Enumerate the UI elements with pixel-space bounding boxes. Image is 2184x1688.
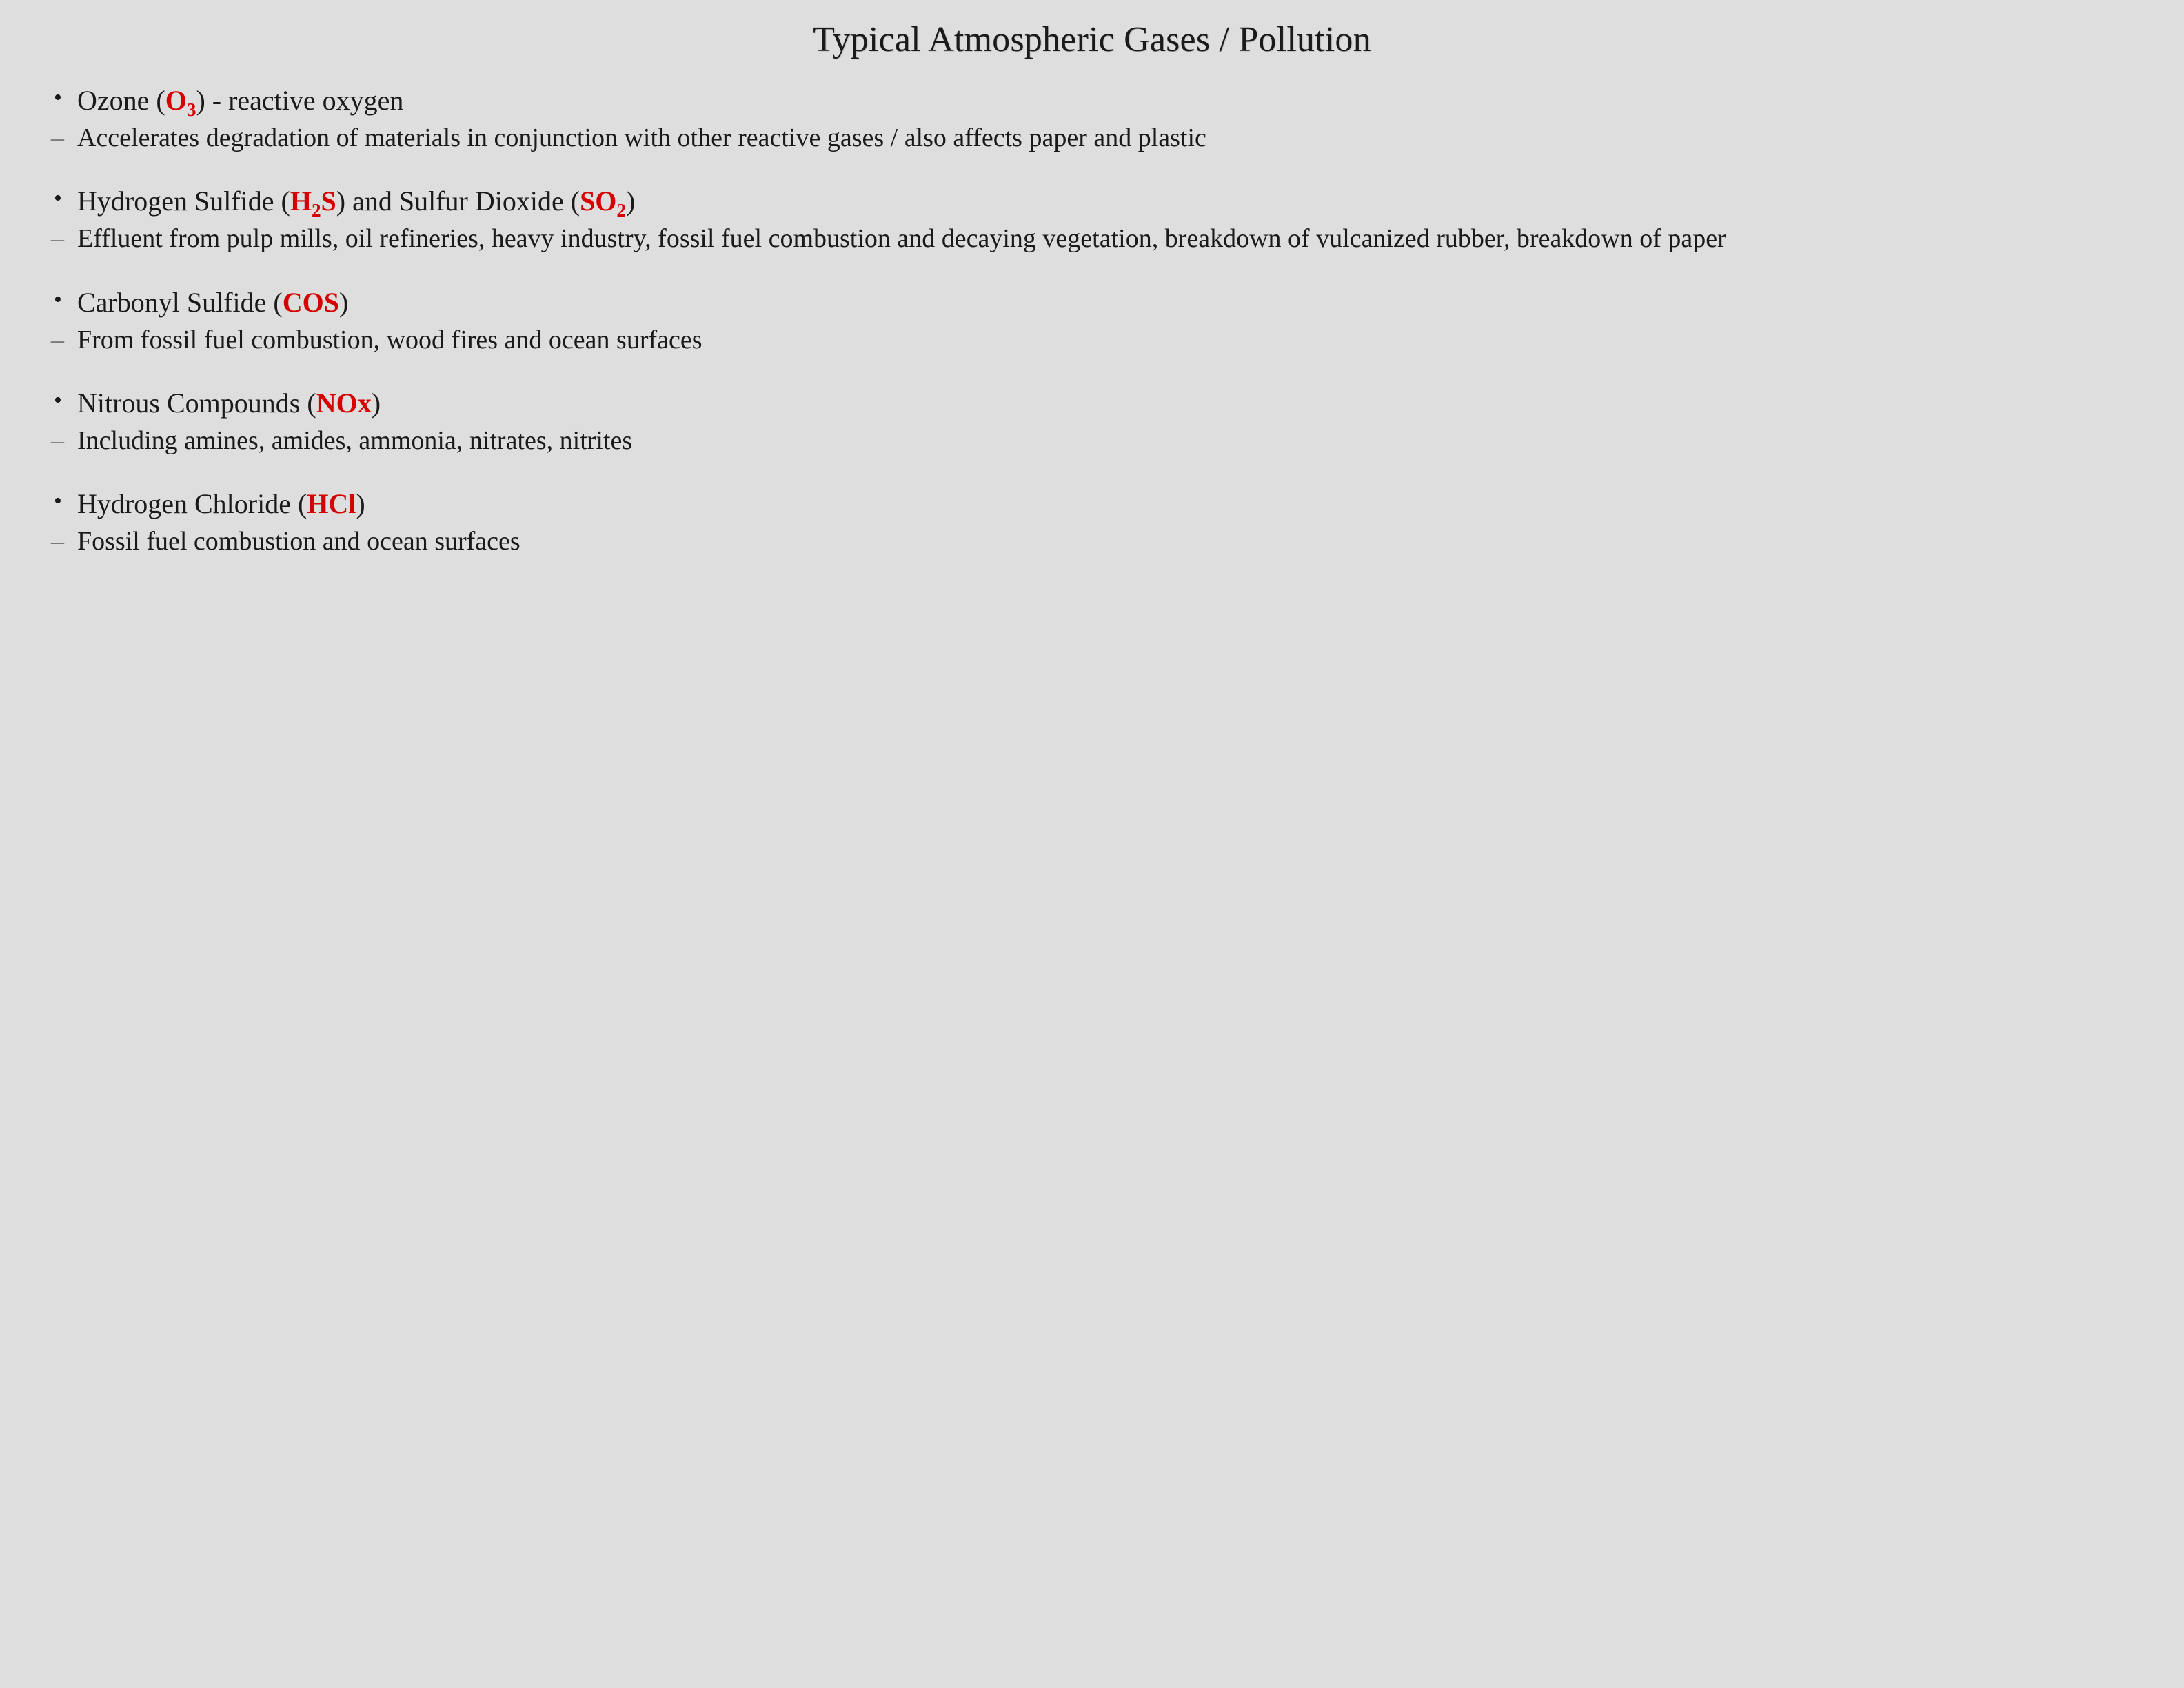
list-item-lead: Ozone (O3) - reactive oxygen [41,83,2143,118]
list-item-desc: From fossil fuel combustion, wood fires … [41,324,2143,356]
list-item-lead: Hydrogen Chloride (HCl) [41,487,2143,521]
list-item-desc: Fossil fuel combustion and ocean surface… [41,525,2143,557]
list-block: Carbonyl Sulfide (COS) From fossil fuel c… [41,285,2143,356]
chemical-formula: COS [283,287,339,318]
chemical-formula: O3 [165,85,196,116]
list-block: Hydrogen Chloride (HCl) Fossil fuel combu… [41,487,2143,557]
slide-container: Typical Atmospheric Gases / Pollution Oz… [0,0,2184,616]
chemical-formula: H2S [290,185,336,217]
list-block: Nitrous Compounds (NOx) Including amines,… [41,386,2143,456]
list-item-lead: Nitrous Compounds (NOx) [41,386,2143,421]
chemical-formula: SO2 [580,185,626,217]
list-item-desc: Accelerates degradation of materials in … [41,122,2143,154]
list-block: Hydrogen Sulfide (H2S) and Sulfur Dioxid… [41,184,2143,254]
list-item-desc: Including amines, amides, ammonia, nitra… [41,425,2143,456]
chemical-formula: NOx [316,388,372,419]
slide-title: Typical Atmospheric Gases / Pollution [41,19,2143,60]
content-list: Ozone (O3) - reactive oxygen Accelerates … [41,83,2143,558]
list-item-lead: Carbonyl Sulfide (COS) [41,285,2143,320]
list-item-desc: Effluent from pulp mills, oil refineries… [41,223,2143,254]
chemical-formula: HCl [307,488,356,519]
list-block: Ozone (O3) - reactive oxygen Accelerates … [41,83,2143,154]
list-item-lead: Hydrogen Sulfide (H2S) and Sulfur Dioxid… [41,184,2143,219]
